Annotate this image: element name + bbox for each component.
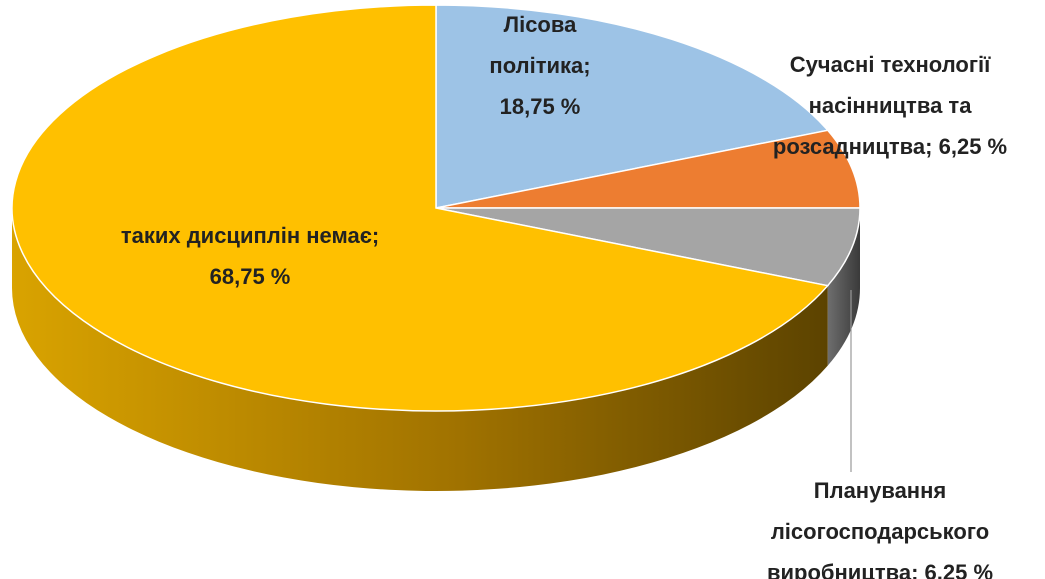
data-label: Планування лісогосподарського виробництв… <box>730 470 1030 579</box>
label-separator: ; <box>583 53 591 78</box>
slice <box>11 4 830 412</box>
slice <box>435 207 861 287</box>
category-name: Лісова політика <box>489 12 584 78</box>
category-name: таких дисциплін немає <box>120 223 372 248</box>
value-label: 68,75 % <box>209 264 291 289</box>
category-name: Планування лісогосподарського виробництв… <box>766 478 990 579</box>
slice-side <box>11 208 828 492</box>
label-separator: ; <box>925 134 939 159</box>
value-label: 6,25 % <box>938 134 1008 159</box>
category-name: Сучасні технології насінництва та розсад… <box>772 52 991 159</box>
label-separator: ; <box>371 223 380 248</box>
label-separator: ; <box>911 560 925 579</box>
data-label: таких дисциплін немає; 68,75 % <box>110 215 390 297</box>
slice <box>435 4 830 209</box>
value-label: 6,25 % <box>924 560 994 579</box>
value-label: 18,75 % <box>499 94 581 119</box>
data-label: Лісова політика; 18,75 % <box>460 4 620 127</box>
data-label: Сучасні технології насінництва та розсад… <box>740 44 1040 167</box>
slice <box>435 129 861 209</box>
